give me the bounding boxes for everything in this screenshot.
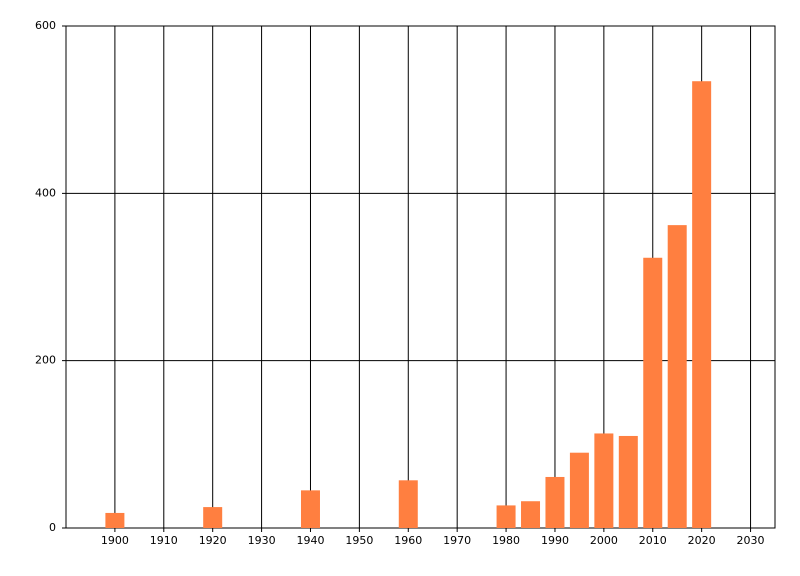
bar (398, 480, 418, 528)
y-tick-label: 400 (35, 186, 56, 199)
bar (496, 505, 516, 528)
x-tick-label: 1930 (248, 534, 276, 547)
x-tick-label: 2000 (590, 534, 618, 547)
bar (300, 490, 320, 528)
bar (545, 476, 565, 528)
x-tick-label: 1920 (199, 534, 227, 547)
x-tick-label: 1970 (443, 534, 471, 547)
bar (667, 225, 687, 529)
x-tick-label: 1990 (541, 534, 569, 547)
bar (569, 452, 589, 528)
x-tick-label: 1900 (101, 534, 129, 547)
x-tick-label: 2030 (737, 534, 765, 547)
x-tick-label: 1950 (345, 534, 373, 547)
bar (203, 507, 223, 528)
x-tick-label: 1980 (492, 534, 520, 547)
x-tick-label: 1940 (296, 534, 324, 547)
x-tick-label: 2020 (688, 534, 716, 547)
bar (594, 433, 614, 528)
bar (105, 512, 125, 528)
bar (692, 81, 712, 528)
x-tick-label: 1910 (150, 534, 178, 547)
x-tick-label: 2010 (639, 534, 667, 547)
x-tick-label: 1960 (394, 534, 422, 547)
y-tick-label: 200 (35, 354, 56, 367)
y-tick-label: 0 (49, 521, 56, 534)
y-tick-label: 600 (35, 19, 56, 32)
bar (643, 257, 663, 528)
bar (521, 501, 541, 528)
bar (618, 435, 638, 528)
